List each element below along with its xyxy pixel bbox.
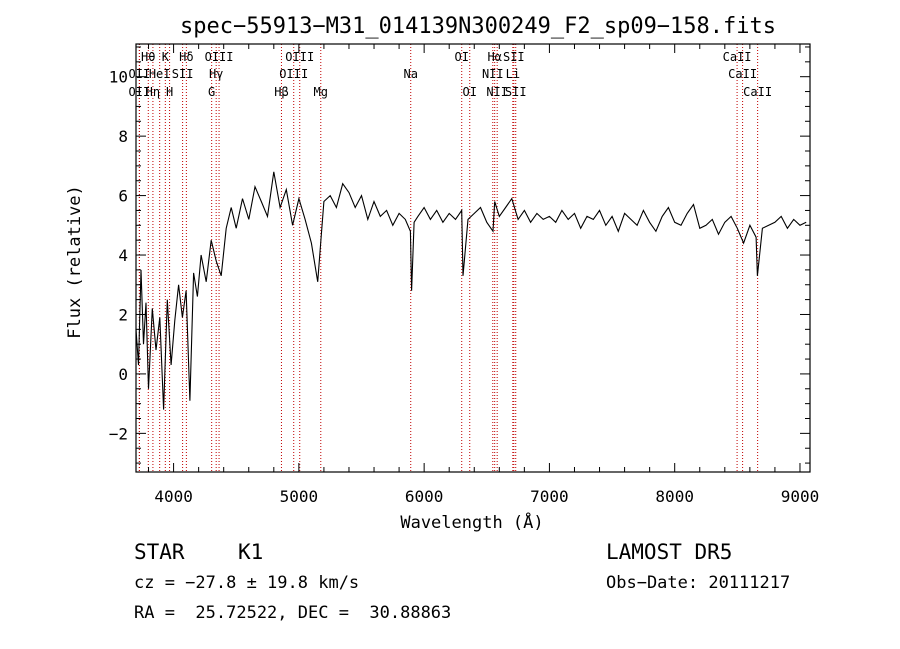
line-label: SII <box>503 50 525 64</box>
line-label: CaII <box>723 50 752 64</box>
line-label: K <box>162 50 170 64</box>
coordinates: RA = 25.72522, DEC = 30.88863 <box>134 603 452 623</box>
x-tick-label: 9000 <box>781 487 820 506</box>
object-class: STAR <box>134 540 185 564</box>
y-tick-label: 8 <box>118 127 128 146</box>
y-tick-label: 10 <box>109 68 128 87</box>
y-tick-label: 2 <box>118 305 128 324</box>
line-label: Hδ <box>179 50 193 64</box>
line-label: Hη <box>146 85 160 99</box>
line-label: Mg <box>314 85 328 99</box>
x-tick-label: 4000 <box>154 487 193 506</box>
x-tick-label: 7000 <box>530 487 569 506</box>
axis-ticks: 4000 5000 6000 7000 8000 9000 −2 0 2 4 6 8 10 <box>109 44 820 506</box>
line-label: OII <box>129 67 151 81</box>
line-label: SII <box>172 67 194 81</box>
line-label: Li <box>506 67 520 81</box>
x-tick-label: 5000 <box>280 487 319 506</box>
line-label: Na <box>404 67 418 81</box>
line-label: Hγ <box>209 67 223 81</box>
x-axis-label: Wavelength (Å) <box>400 511 543 533</box>
spectral-line-markers <box>138 44 759 472</box>
x-tick-label: 8000 <box>655 487 694 506</box>
line-label: Hα <box>487 50 501 64</box>
line-label: H <box>166 85 173 99</box>
line-label: OIII <box>279 67 308 81</box>
line-label: OI <box>454 50 468 64</box>
x-tick-label: 6000 <box>405 487 444 506</box>
line-label: OIII <box>285 50 314 64</box>
line-label: CaII <box>743 85 772 99</box>
y-tick-label: 4 <box>118 246 128 265</box>
spectrum-line <box>135 171 807 410</box>
line-label: OIII <box>205 50 234 64</box>
line-label: HeI <box>149 67 171 81</box>
line-label: SII <box>505 85 527 99</box>
line-label: Hβ <box>274 85 288 99</box>
object-subclass: K1 <box>238 540 264 564</box>
y-axis-label: Flux (relative) <box>65 185 85 339</box>
y-tick-label: 0 <box>118 365 128 384</box>
line-label: NII <box>482 67 504 81</box>
line-label: CaII <box>728 67 757 81</box>
chart-title: spec−55913−M31_014139N300249_F2_sp09−158… <box>180 14 776 39</box>
line-label: G <box>208 85 215 99</box>
survey-name: LAMOST DR5 <box>606 540 733 564</box>
redshift-velocity: cz = −27.8 ± 19.8 km/s <box>134 573 360 593</box>
y-tick-label: −2 <box>109 424 128 443</box>
y-tick-label: 6 <box>118 187 128 206</box>
line-label: Hθ <box>141 50 155 64</box>
plot-frame <box>135 43 811 473</box>
line-label: OI <box>463 85 477 99</box>
observation-date: Obs−Date: 20111217 <box>606 573 791 593</box>
line-label: NII <box>486 85 508 99</box>
